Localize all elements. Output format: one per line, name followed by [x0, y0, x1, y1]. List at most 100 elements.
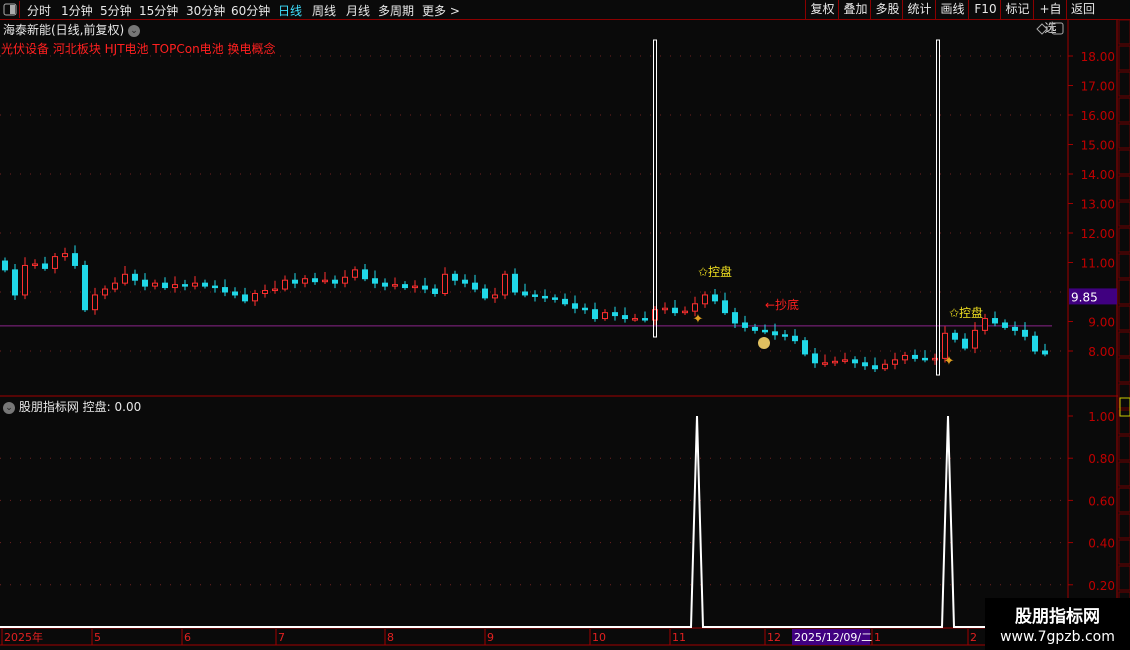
candle-down [372, 278, 378, 284]
candle-up [442, 273, 448, 294]
toolbar-button[interactable]: 复权 [805, 0, 839, 19]
candle-down [472, 282, 478, 290]
side-tab[interactable] [1118, 227, 1130, 253]
panel-icon[interactable] [1051, 22, 1064, 35]
indicator-line [0, 415, 1060, 628]
concept-tags[interactable]: 光伏设备 河北板块 HJT电池 TOPCon电池 换电概念 [1, 42, 276, 56]
toolbar: 分时 1分钟 5分钟 15分钟 30分钟 60分钟 日线 周线 月线 多周期 更多 > 复权 叠加 多股… [0, 0, 1130, 35]
side-tab[interactable] [1118, 175, 1130, 201]
toolbar-button[interactable]: 返回 [1066, 0, 1099, 19]
collapse-icon[interactable]: ⌄ [3, 401, 15, 414]
toolbar-button[interactable]: F10 [968, 0, 1002, 19]
period-tab[interactable]: 1分钟 [61, 4, 93, 18]
candle-down [522, 291, 528, 296]
butterfly-icon: ✦ [944, 354, 955, 369]
candle-up [252, 292, 258, 302]
side-tab[interactable] [1118, 253, 1130, 279]
indicator-tick-label: 0.60 [1088, 494, 1115, 508]
period-tab[interactable]: 分时 [27, 4, 52, 18]
side-tab[interactable] [1118, 71, 1130, 97]
toolbar-button[interactable]: 叠加 [838, 0, 872, 19]
candle-down [852, 359, 858, 364]
price-tick-label: 13.00 [1081, 198, 1115, 212]
bottom-fishing-label: ←抄底 [765, 297, 799, 312]
side-tab[interactable] [1118, 461, 1130, 487]
period-tab[interactable]: 60分钟 [231, 4, 271, 18]
candle-down [1012, 326, 1018, 331]
side-tab[interactable] [1118, 279, 1130, 305]
candle-up [982, 318, 988, 331]
toolbar-button[interactable]: +自选 [1033, 0, 1067, 35]
side-tab[interactable] [1118, 331, 1130, 357]
candle-down [582, 307, 588, 311]
toolbar-button[interactable]: 画线 [935, 0, 969, 19]
side-tab[interactable] [1118, 305, 1130, 331]
candle-up [822, 362, 828, 365]
stock-title: 海泰新能(日线,前复权) ⌄ [3, 21, 141, 38]
period-tab[interactable]: 5分钟 [100, 4, 132, 18]
candle-down [82, 264, 88, 311]
candle-down [812, 353, 818, 364]
candle-down [222, 287, 228, 293]
dropdown-icon[interactable]: ⌄ [128, 24, 141, 37]
candle-down [992, 318, 998, 324]
candle-up [842, 359, 848, 362]
period-tab[interactable]: 月线 [346, 4, 371, 18]
candle-down [622, 315, 628, 320]
date-label: 6 [184, 631, 191, 644]
toolbar-button[interactable]: 统计 [902, 0, 936, 19]
candle-down [212, 285, 218, 289]
period-tab[interactable]: 周线 [312, 4, 337, 18]
side-tab[interactable] [1118, 383, 1130, 409]
candle-down [422, 285, 428, 290]
side-tab-active[interactable] [1119, 397, 1130, 417]
control-label: ✩控盘 [949, 305, 983, 320]
side-tab[interactable] [1118, 45, 1130, 71]
side-tab[interactable] [1118, 435, 1130, 461]
candle-down [952, 332, 958, 340]
price-tick-label: 16.00 [1081, 109, 1115, 123]
side-tab[interactable] [1118, 487, 1130, 513]
signal-bar [653, 39, 657, 338]
indicator-value: 控盘: 0.00 [82, 400, 142, 414]
watermark-name: 股朋指标网 [1015, 607, 1100, 627]
candle-down [872, 365, 878, 370]
candle-up [122, 273, 128, 284]
candle-down [752, 326, 758, 331]
sidebar-toggle-button[interactable] [1, 1, 20, 18]
side-tab[interactable] [1118, 149, 1130, 175]
candle-down [532, 294, 538, 297]
side-tab[interactable] [1118, 123, 1130, 149]
candle-down [232, 291, 238, 296]
candle-down [552, 297, 558, 300]
side-tab[interactable] [1118, 201, 1130, 227]
candle-down [722, 300, 728, 314]
candle-down [432, 288, 438, 294]
candle-up [972, 329, 978, 349]
watermark: 股朋指标网 www.7gpzb.com [985, 598, 1130, 650]
candle-down [612, 312, 618, 317]
side-tab[interactable] [1118, 565, 1130, 591]
side-tab[interactable] [1118, 409, 1130, 435]
toolbar-button[interactable]: 多股 [870, 0, 904, 19]
candle-down [72, 253, 78, 266]
date-label: 9 [487, 631, 494, 644]
side-tab[interactable] [1118, 97, 1130, 123]
candle-down [142, 279, 148, 287]
side-tab[interactable] [1118, 357, 1130, 383]
candle-up [932, 357, 938, 361]
period-tab[interactable]: 更多 > [422, 4, 460, 18]
period-tab[interactable]: 多周期 [378, 4, 415, 18]
toolbar-button[interactable]: 标记 [1000, 0, 1034, 19]
candle-up [662, 307, 668, 311]
period-tab[interactable]: 日线 [278, 4, 303, 18]
candle-down [772, 331, 778, 336]
side-tab[interactable] [1118, 539, 1130, 565]
cursor-date-label: 2025/12/09/二 [794, 631, 872, 644]
diamond-icon[interactable] [1036, 23, 1048, 35]
period-tab[interactable]: 15分钟 [139, 4, 179, 18]
side-tab[interactable] [1118, 513, 1130, 539]
period-tab[interactable]: 30分钟 [186, 4, 226, 18]
side-tab[interactable] [1118, 19, 1130, 45]
